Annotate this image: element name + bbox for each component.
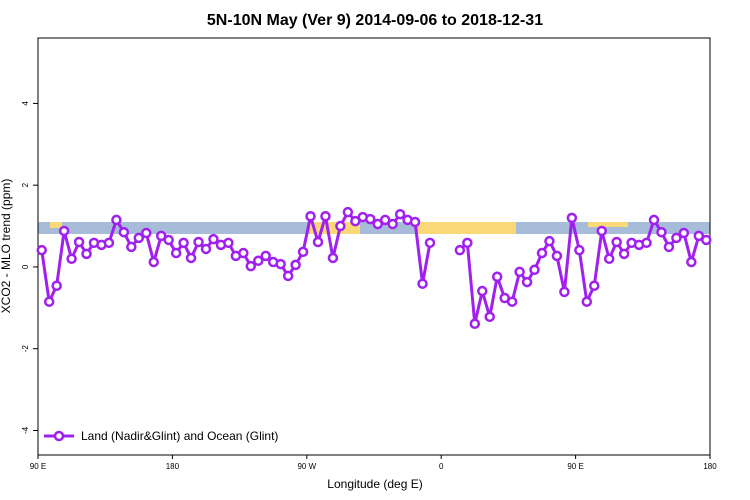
data-point [81, 248, 92, 260]
data-point [43, 296, 55, 307]
y-axis-label: XCO2 - MLO trend (ppm) [0, 179, 13, 314]
data-point [678, 227, 690, 239]
data-point [417, 278, 428, 289]
data-point [238, 247, 249, 259]
land-band [418, 222, 516, 234]
data-point [566, 212, 578, 224]
x-axis-label: Longitude (deg E) [327, 477, 422, 491]
data-point [693, 230, 705, 242]
x-tick-label: 90 E [567, 462, 583, 471]
data-point [297, 246, 309, 258]
data-point [133, 232, 145, 244]
plot-frame [37, 37, 711, 456]
data-point [335, 220, 346, 232]
data-point [551, 250, 563, 262]
data-point [379, 214, 391, 226]
data-point [350, 215, 361, 227]
data-point [394, 208, 406, 220]
x-tick-label: 90 W [297, 462, 316, 471]
ocean-band [38, 222, 710, 234]
data-point [155, 230, 167, 242]
data-point [521, 276, 533, 288]
data-point [282, 270, 294, 282]
data-point [372, 218, 383, 230]
data-point [223, 237, 234, 249]
data-point [611, 236, 622, 248]
data-point [200, 243, 212, 255]
data-point [312, 236, 324, 248]
data-point [36, 244, 47, 256]
data-point [491, 271, 503, 283]
data-point [253, 255, 264, 267]
data-point [589, 280, 600, 291]
data-point [342, 206, 354, 218]
data-point [290, 259, 301, 271]
data-point [462, 237, 473, 249]
data-point [178, 237, 189, 249]
data-point [686, 256, 697, 268]
data-point [648, 214, 660, 226]
data-point [536, 247, 548, 259]
data-point [208, 233, 219, 245]
data-point [671, 232, 682, 244]
data-point [305, 210, 316, 222]
land-band [588, 222, 628, 227]
land-band [50, 222, 62, 228]
data-point [73, 236, 85, 248]
y-tick-label: -2 [21, 345, 30, 353]
data-point [185, 252, 197, 264]
x-tick-label: 180 [166, 462, 180, 471]
data-point [245, 260, 257, 272]
x-tick-label: 180 [703, 462, 717, 471]
legend-label: Land (Nadir&Glint) and Ocean (Glint) [81, 429, 278, 443]
data-point [126, 241, 137, 253]
data-point [701, 234, 712, 246]
data-point [320, 210, 331, 222]
legend-marker [53, 430, 65, 442]
data-point [477, 285, 488, 297]
data-point [193, 236, 204, 248]
data-point [506, 296, 518, 307]
data-point [469, 318, 481, 330]
data-point [454, 244, 466, 256]
data-point [275, 258, 286, 270]
data-point [596, 225, 607, 237]
data-point [365, 213, 376, 225]
data-point [170, 247, 182, 259]
data-point [656, 226, 667, 238]
data-point [663, 241, 675, 253]
data-point [66, 253, 77, 265]
data-point [424, 237, 436, 249]
data-point [260, 250, 271, 262]
data-point [103, 237, 115, 249]
y-tick-label: 0 [21, 264, 30, 269]
data-point [544, 235, 555, 247]
data-point [327, 252, 339, 264]
y-tick-label: 2 [21, 182, 30, 187]
data-point [111, 214, 122, 226]
chart-title: 5N-10N May (Ver 9) 2014-09-06 to 2018-12… [207, 12, 543, 29]
y-tick-label: 4 [21, 101, 30, 106]
data-point [409, 216, 421, 228]
data-point [641, 237, 652, 249]
data-point [51, 280, 62, 291]
y-tick-label: -4 [21, 426, 30, 434]
data-point [387, 218, 398, 230]
data-point [141, 227, 152, 239]
data-point [559, 286, 570, 298]
data-point [581, 296, 593, 307]
x-tick-label: 0 [439, 462, 444, 471]
data-point [163, 234, 174, 246]
data-point [58, 225, 70, 237]
x-tick-label: 90 E [30, 462, 46, 471]
data-point [574, 244, 585, 256]
data-point [529, 264, 540, 276]
data-point [148, 256, 159, 268]
data-point [118, 226, 130, 238]
data-point [603, 253, 615, 265]
data-point [484, 311, 495, 323]
data-point [618, 248, 630, 260]
data-point [514, 266, 525, 278]
